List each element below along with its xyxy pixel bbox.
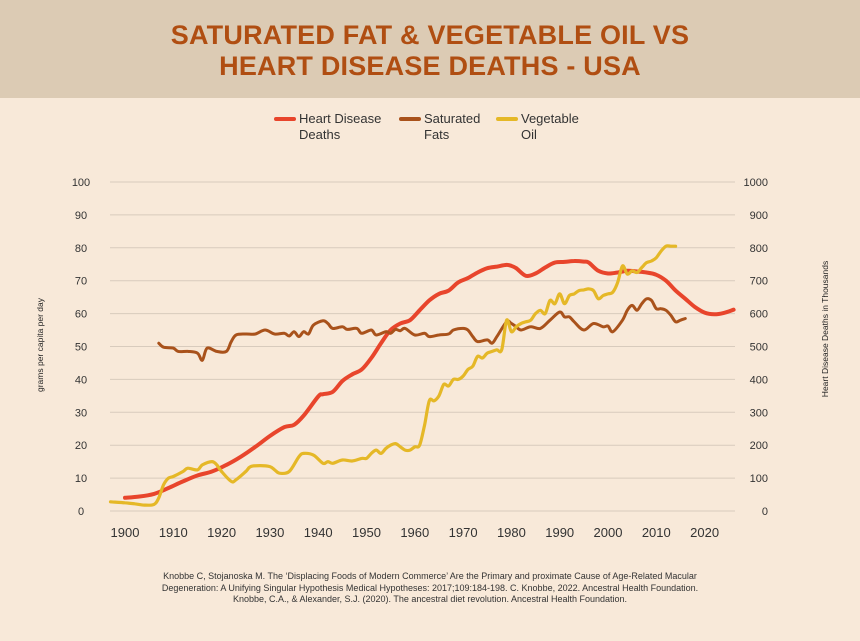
left-axis-title: grams per capita per day — [35, 297, 45, 392]
legend-label: Oil — [521, 127, 537, 142]
right-tick-label: 700 — [750, 276, 768, 288]
right-tick-label: 600 — [750, 309, 768, 321]
legend-label: Saturated — [424, 111, 480, 126]
left-tick-label: 20 — [75, 440, 87, 452]
left-tick-label: 70 — [75, 276, 87, 288]
legend-label: Vegetable — [521, 111, 579, 126]
right-tick-label: 900 — [750, 210, 768, 222]
legend-label: Fats — [424, 127, 450, 142]
legend-label: Heart Disease — [299, 111, 381, 126]
x-tick-label: 2000 — [594, 525, 623, 540]
source-line: Degeneration: A Unifying Singular Hypoth… — [161, 582, 699, 593]
right-tick-label: 100 — [750, 473, 768, 485]
left-tick-label: 80 — [75, 243, 87, 255]
right-tick-label: 500 — [750, 342, 768, 354]
right-tick-label: 0 — [762, 506, 768, 518]
x-tick-label: 2010 — [642, 525, 671, 540]
x-tick-label: 1900 — [111, 525, 140, 540]
right-tick-label: 400 — [750, 374, 768, 386]
title-banner: SATURATED FAT & VEGETABLE OIL VS HEART D… — [0, 0, 860, 98]
right-tick-label: 800 — [750, 243, 768, 255]
left-tick-label: 90 — [75, 210, 87, 222]
series-line-saturated-fats — [157, 297, 687, 362]
x-tick-label: 1920 — [207, 525, 236, 540]
gridlines — [110, 181, 735, 512]
x-tick-label: 1930 — [255, 525, 284, 540]
right-tick-label: 200 — [750, 440, 768, 452]
left-axis-ticks: 0 10 20 30 40 50 60 70 80 90 100 — [72, 177, 90, 518]
source-line: Knobbe, C.A., & Alexander, S.J. (2020). … — [232, 594, 628, 604]
series-line-vegetable-oil — [108, 244, 678, 507]
right-axis-title: Heart Disease Deaths in Thousands — [820, 261, 830, 397]
legend-label: Deaths — [299, 127, 341, 142]
x-tick-label: 1970 — [449, 525, 478, 540]
source-line: Knobbe C, Stojanoska M. The ‘Displacing … — [163, 571, 697, 581]
x-axis-ticks: 1900 1910 1920 1930 1940 1950 1960 1970 1980 1990… — [111, 525, 720, 540]
right-axis-ticks: 0 100 200 300 400 500 600 700 800 900 1000 — [744, 177, 768, 518]
right-tick-label: 300 — [750, 407, 768, 419]
right-tick-label: 1000 — [744, 177, 768, 189]
x-tick-label: 1910 — [159, 525, 188, 540]
left-tick-label: 100 — [72, 177, 90, 189]
x-tick-label: 1990 — [545, 525, 574, 540]
left-tick-label: 60 — [75, 309, 87, 321]
left-tick-label: 0 — [78, 506, 84, 518]
x-tick-label: 1950 — [352, 525, 381, 540]
x-tick-label: 2020 — [690, 525, 719, 540]
series-lines — [108, 244, 736, 507]
x-tick-label: 1960 — [400, 525, 429, 540]
left-tick-label: 40 — [75, 374, 87, 386]
left-tick-label: 50 — [75, 342, 87, 354]
x-tick-label: 1980 — [497, 525, 526, 540]
left-tick-label: 30 — [75, 407, 87, 419]
x-tick-label: 1940 — [304, 525, 333, 540]
chart-title: SATURATED FAT & VEGETABLE OIL VS HEART D… — [170, 20, 690, 81]
left-tick-label: 10 — [75, 473, 87, 485]
source-citation: Knobbe C, Stojanoska M. The ‘Displacing … — [150, 571, 710, 606]
